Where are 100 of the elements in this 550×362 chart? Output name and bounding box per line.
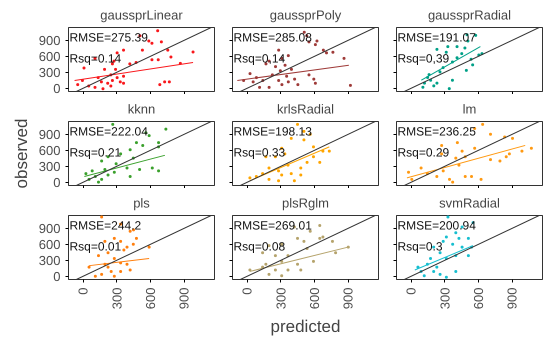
point xyxy=(290,136,293,140)
point xyxy=(106,266,110,269)
chart-title: pls xyxy=(133,196,150,210)
point xyxy=(150,58,154,62)
point xyxy=(421,86,424,89)
point xyxy=(318,160,322,164)
x-tick-label: 900 xyxy=(504,287,520,310)
point xyxy=(140,48,144,52)
point xyxy=(126,246,129,249)
point xyxy=(114,68,118,71)
point xyxy=(168,80,171,84)
point xyxy=(292,179,296,182)
y-tick-label: 0 xyxy=(53,268,61,284)
point xyxy=(432,84,436,88)
point xyxy=(150,42,154,45)
point xyxy=(106,174,110,177)
point xyxy=(126,166,129,170)
point xyxy=(511,136,514,140)
point xyxy=(286,54,290,58)
point xyxy=(498,159,502,162)
point xyxy=(318,224,322,228)
point xyxy=(530,146,533,150)
point xyxy=(480,178,483,181)
point xyxy=(299,174,302,177)
y-tick-label: 0 xyxy=(53,80,61,96)
point xyxy=(132,242,135,246)
point xyxy=(280,274,284,278)
x-axis-title: predicted xyxy=(270,317,340,336)
point xyxy=(122,82,126,85)
point xyxy=(444,235,448,238)
y-tick-label: 900 xyxy=(38,32,61,48)
point xyxy=(157,169,160,172)
point xyxy=(312,260,315,263)
point xyxy=(90,169,94,172)
point xyxy=(464,174,467,178)
x-tick-label: 900 xyxy=(340,287,356,310)
point xyxy=(290,172,293,176)
point xyxy=(457,236,460,240)
point xyxy=(442,240,445,243)
chart-title: gaussprLinear xyxy=(100,8,184,22)
annotation: Rsq=0.14 xyxy=(70,52,122,66)
point xyxy=(128,148,132,152)
point xyxy=(302,138,306,142)
annotation: RMSE=269.01 xyxy=(234,218,312,232)
point xyxy=(410,178,414,181)
point xyxy=(466,254,470,258)
point xyxy=(489,132,492,136)
point xyxy=(342,56,346,60)
annotation: RMSE=222.04 xyxy=(70,124,148,138)
point xyxy=(157,141,160,144)
point xyxy=(435,174,438,178)
point xyxy=(454,270,458,273)
point xyxy=(296,122,300,126)
point xyxy=(456,141,459,144)
point xyxy=(508,152,511,156)
point xyxy=(286,80,290,84)
point xyxy=(407,170,410,174)
point xyxy=(460,52,464,56)
chart-title: svmRadial xyxy=(439,196,500,210)
point xyxy=(110,78,114,82)
point xyxy=(429,257,432,260)
point xyxy=(100,80,103,84)
point xyxy=(268,166,270,170)
point xyxy=(463,46,466,50)
y-tick-label: 300 xyxy=(38,252,61,268)
point xyxy=(156,58,160,62)
point xyxy=(450,78,454,82)
x-tick-label: 0 xyxy=(240,287,255,295)
point xyxy=(481,122,484,126)
point xyxy=(110,270,113,273)
point xyxy=(420,166,423,170)
point xyxy=(156,29,160,32)
point xyxy=(442,169,445,172)
point xyxy=(94,86,97,89)
point xyxy=(280,174,284,177)
point xyxy=(446,216,450,218)
annotation: RMSE=244.2 xyxy=(70,218,142,232)
point xyxy=(111,122,114,126)
point xyxy=(312,145,315,148)
point xyxy=(134,141,138,144)
point xyxy=(296,236,300,240)
point xyxy=(312,155,315,158)
point xyxy=(164,128,168,131)
point xyxy=(96,180,100,184)
x-tick-label: 300 xyxy=(109,287,124,310)
point xyxy=(264,262,268,266)
point xyxy=(274,254,277,258)
point xyxy=(128,174,132,178)
point xyxy=(448,178,452,181)
point xyxy=(315,39,318,42)
chart-title: gaussprRadial xyxy=(428,8,512,22)
x-tick-label: 0 xyxy=(404,287,419,295)
point xyxy=(148,134,151,138)
point xyxy=(330,240,334,243)
point xyxy=(438,70,442,74)
point xyxy=(268,178,270,181)
point xyxy=(268,272,270,276)
point xyxy=(464,68,468,72)
point xyxy=(520,150,524,153)
point xyxy=(160,40,163,44)
